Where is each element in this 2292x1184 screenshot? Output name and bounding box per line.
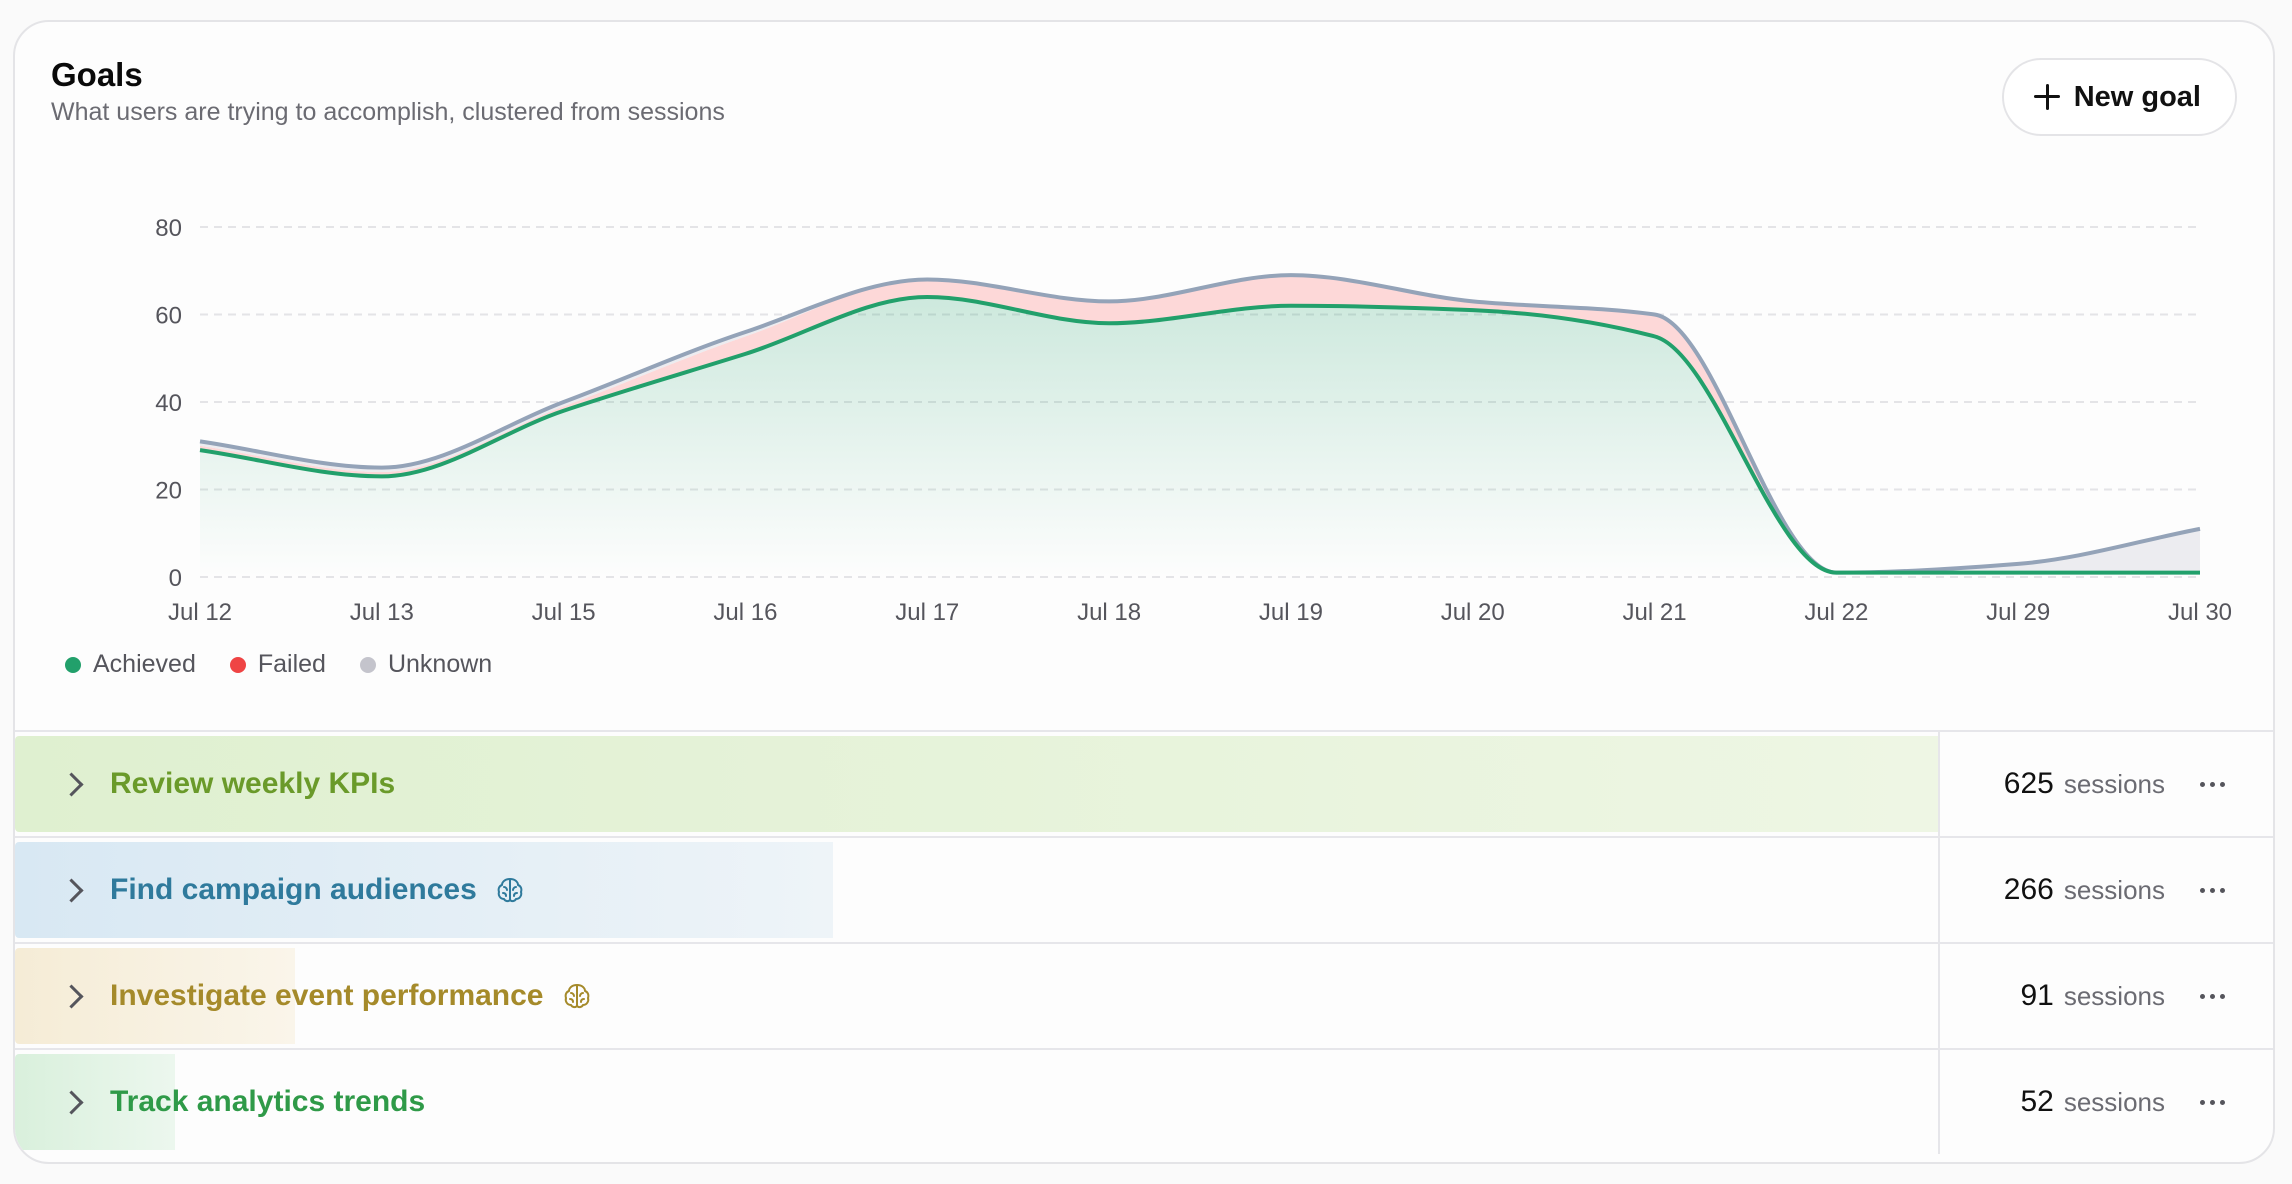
session-unit: sessions <box>2063 768 2165 799</box>
new-goal-button[interactable]: New goal <box>2001 58 2237 136</box>
chevron-right-icon[interactable] <box>59 771 84 797</box>
goals-chart: 0 20 40 60 80 Jul 12 Jul 13 Jul 15 Jul 16 Jul 17 J… <box>155 215 2232 626</box>
x-tick-label: Jul 18 <box>1077 599 1141 626</box>
x-tick-label: Jul 22 <box>1804 599 1868 626</box>
x-tick-label: Jul 30 <box>2168 599 2232 626</box>
page-title: Goals <box>51 56 143 93</box>
legend-label: Unknown <box>387 650 493 678</box>
goal-row-review-weekly-kpis[interactable]: Review weekly KPIs 625 sessions <box>15 730 2273 836</box>
more-options-icon[interactable] <box>2200 944 2225 1048</box>
x-tick-label: Jul 20 <box>1441 599 1505 626</box>
legend-item-unknown: Unknown <box>359 650 493 679</box>
column-divider <box>1938 732 1940 836</box>
x-tick-label: Jul 29 <box>1986 599 2050 626</box>
goal-label: Find campaign audiences <box>110 873 477 906</box>
more-options-icon[interactable] <box>2200 838 2225 942</box>
brain-icon <box>497 878 523 903</box>
goals-list: Review weekly KPIs 625 sessions Find cam… <box>15 730 2273 1154</box>
x-tick-label: Jul 12 <box>168 599 232 626</box>
chevron-right-icon[interactable] <box>59 877 84 903</box>
session-unit: sessions <box>2063 980 2165 1011</box>
chart-legend: Achieved Failed Unknown <box>65 650 492 679</box>
y-tick-label: 80 <box>155 215 182 242</box>
brain-icon <box>564 984 589 1009</box>
goal-row-find-campaign-audiences[interactable]: Find campaign audiences 266 sessions <box>15 836 2273 942</box>
legend-item-failed: Failed <box>229 650 326 679</box>
goal-share-bar <box>15 948 295 1044</box>
session-unit: sessions <box>2063 1086 2165 1117</box>
goals-card: Goals What users are trying to accomplis… <box>13 20 2275 1164</box>
more-options-icon[interactable] <box>2200 732 2225 836</box>
goal-label: Review weekly KPIs <box>110 767 396 800</box>
column-divider <box>1938 838 1940 942</box>
goal-share-bar <box>15 1054 175 1150</box>
x-tick-label: Jul 17 <box>895 599 959 626</box>
goal-sessions: 91 sessions <box>2020 944 2165 1048</box>
y-tick-label: 40 <box>155 390 182 417</box>
y-tick-label: 60 <box>155 303 182 330</box>
session-count: 625 <box>2003 767 2054 800</box>
column-divider <box>1938 944 1940 1048</box>
failed-dot <box>229 656 246 673</box>
y-tick-label: 0 <box>169 565 182 592</box>
goal-share-bar <box>15 842 834 938</box>
goal-sessions: 52 sessions <box>2020 1050 2165 1154</box>
x-tick-label: Jul 15 <box>532 599 596 626</box>
goal-label: Investigate event performance <box>110 979 544 1012</box>
chevron-right-icon[interactable] <box>59 983 84 1009</box>
more-options-icon[interactable] <box>2200 1050 2225 1154</box>
x-tick-label: Jul 16 <box>713 599 777 626</box>
page-subtitle: What users are trying to accomplish, clu… <box>51 98 725 126</box>
goal-label: Track analytics trends <box>110 1085 426 1118</box>
session-count: 52 <box>2020 1085 2054 1118</box>
column-divider <box>1938 1050 1940 1154</box>
achieved-area <box>200 297 2200 577</box>
new-goal-label: New goal <box>2073 80 2201 113</box>
x-tick-label: Jul 21 <box>1623 599 1687 626</box>
goal-row-investigate-event-performance[interactable]: Investigate event performance 91 session… <box>15 942 2273 1048</box>
plus-icon <box>2033 84 2060 110</box>
goal-sessions: 625 sessions <box>2004 732 2165 836</box>
session-count: 91 <box>2020 979 2054 1012</box>
goal-row-track-analytics-trends[interactable]: Track analytics trends 52 sessions <box>15 1048 2273 1154</box>
achieved-line <box>199 294 2200 575</box>
x-tick-label: Jul 13 <box>350 599 414 626</box>
x-tick-label: Jul 19 <box>1259 599 1323 626</box>
legend-item-achieved: Achieved <box>65 650 196 679</box>
goal-share-bar <box>15 736 1938 832</box>
unknown-dot <box>359 656 376 673</box>
achieved-dot <box>65 656 81 673</box>
session-unit: sessions <box>2063 874 2165 905</box>
session-count: 266 <box>2003 873 2054 906</box>
legend-label: Failed <box>257 650 326 678</box>
legend-label: Achieved <box>93 650 196 678</box>
chevron-right-icon[interactable] <box>59 1089 84 1115</box>
y-tick-label: 20 <box>155 478 182 505</box>
goal-sessions: 266 sessions <box>2004 838 2165 942</box>
